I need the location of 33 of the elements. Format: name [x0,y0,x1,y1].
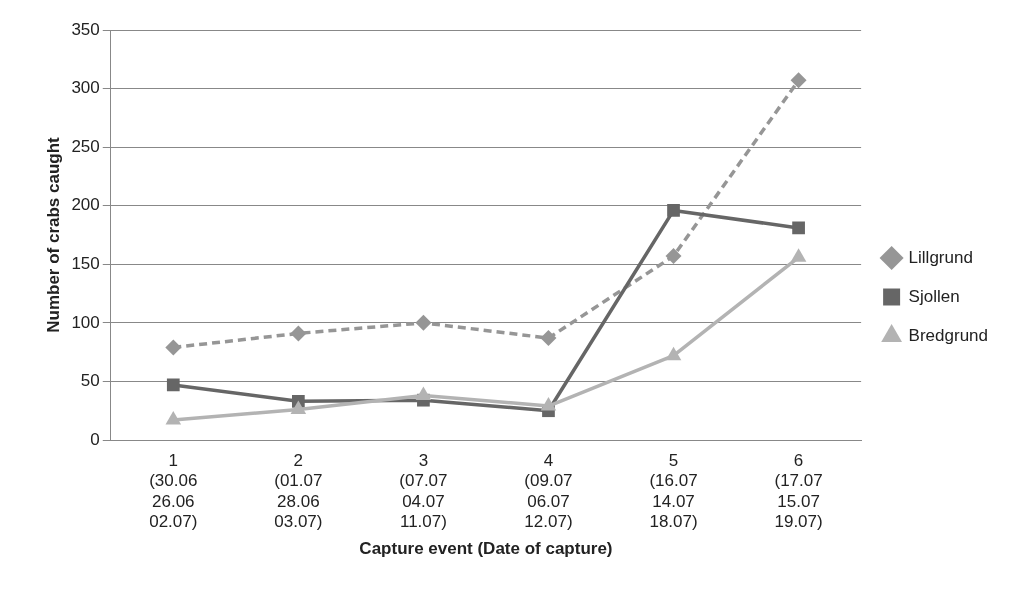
y-tick-label: 50 [80,371,100,391]
point [290,400,307,415]
y-tick-label: 0 [90,429,100,449]
x-tick-label: 5 (16.07 14.07 18.07) [649,450,698,532]
legend-label: Lillgrund [908,247,973,267]
point [165,411,182,425]
x-tick-label: 1 (30.06 26.06 02.07) [149,450,198,532]
point [792,221,805,235]
y-tick-label: 300 [71,78,100,98]
point [540,330,557,347]
y-tick-label: 350 [71,19,100,39]
x-tick-label: 2 (01.07 28.06 03.07) [274,450,323,532]
point [166,378,180,392]
point [665,248,682,265]
x-tick-label: 6 (17.07 15.07 19.07) [774,450,823,532]
point [415,386,432,400]
point [665,346,682,361]
point [290,325,307,342]
x-axis-title: Capture event (Date of capture) [359,539,613,559]
point [667,204,680,217]
y-axis-title: Number of crabs caught [43,136,63,333]
y-tick-label: 250 [71,136,100,156]
legend-label: Sjollen [908,286,960,306]
point [415,314,432,331]
y-tick-label: 100 [71,312,100,332]
x-tick-label: 3 (07.07 04.07 11.07) [399,450,448,532]
point [790,72,807,89]
point [165,339,182,356]
x-tick-label: 4 (09.07 06.07 12.07) [524,450,573,532]
y-tick-label: 150 [71,253,100,273]
point [540,397,557,411]
y-tick-label: 200 [71,195,100,215]
legend-label: Bredgrund [908,325,988,345]
